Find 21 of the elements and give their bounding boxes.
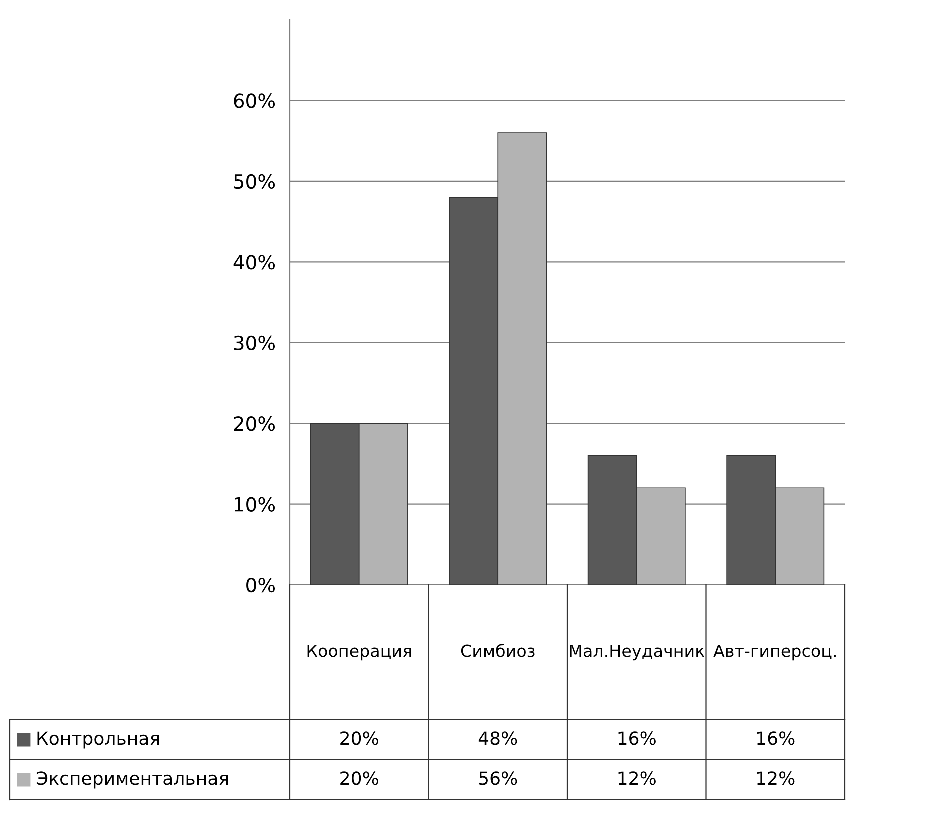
y-tick-label: 10% — [235, 497, 276, 512]
data-label: 16% — [618, 732, 656, 746]
data-label: 12% — [758, 772, 795, 786]
x-tick-label: Симбиоз — [461, 644, 535, 658]
legend-label: Контрольная — [38, 732, 160, 749]
data-label: 20% — [340, 732, 378, 746]
y-tick-label: 0% — [246, 578, 276, 593]
x-tick-label: Авт-гиперсоц. — [714, 644, 836, 661]
y-tick-label: 20% — [234, 416, 276, 432]
data-label: 16% — [758, 732, 795, 746]
data-label: 20% — [340, 772, 378, 786]
y-tick-label: 60% — [234, 94, 276, 108]
y-tick-label: 30% — [234, 336, 276, 351]
x-tick-label: Кооперация — [308, 644, 412, 661]
data-label: 12% — [618, 772, 656, 786]
x-tick-label: Мал.Неудачник — [570, 644, 705, 661]
y-tick-label: 40% — [234, 255, 276, 270]
legend-label: Экспериментальная — [36, 772, 228, 789]
data-label: 48% — [478, 732, 518, 746]
data-label: 56% — [479, 772, 518, 786]
y-tick-label: 50% — [234, 174, 276, 190]
